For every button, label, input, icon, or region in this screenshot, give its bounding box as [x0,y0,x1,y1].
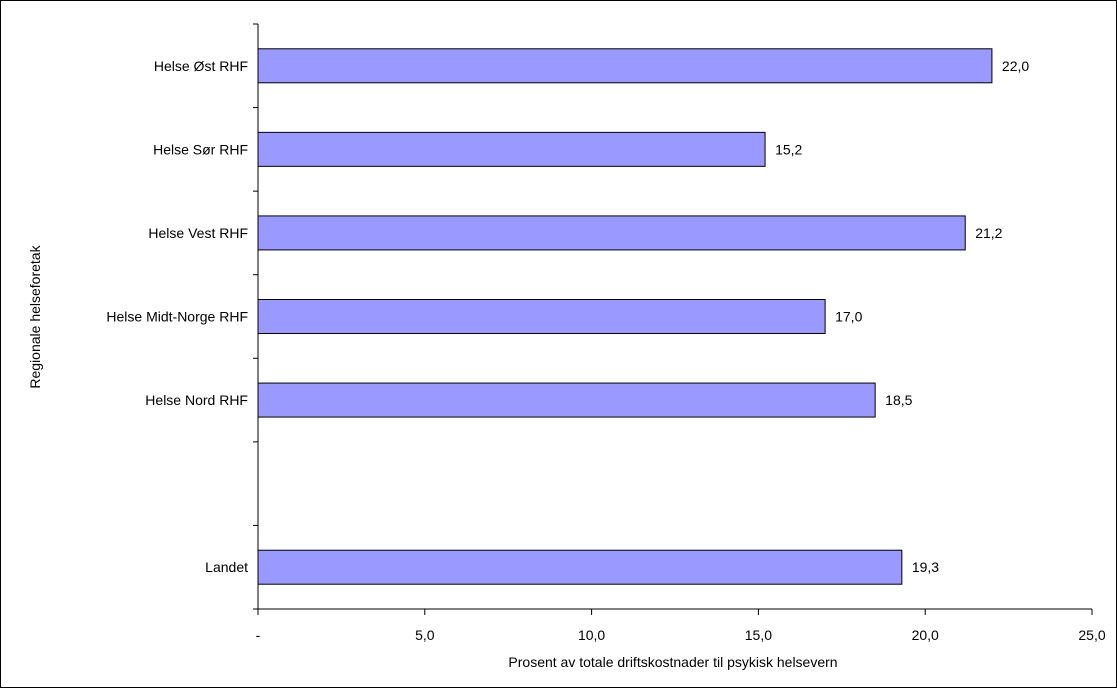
bar [257,299,826,334]
data-label: 15,2 [775,141,802,157]
x-axis-title: Prosent av totale driftskostnader til ps… [508,654,837,670]
category-label: Helse Sør RHF [153,141,248,157]
x-tick-label: 20,0 [912,627,939,643]
data-label: 17,0 [835,309,862,325]
category-label: Helse Vest RHF [148,225,248,241]
x-tick-label: 10,0 [578,627,605,643]
labels: - 5,0 10,0 15,0 20,0 25,0 Helse Øst RHF 22,0 Hel… [106,58,1105,643]
x-tick-label: - [256,627,261,643]
category-label: Helse Øst RHF [154,58,248,74]
data-label: 18,5 [885,392,912,408]
bars [257,48,993,585]
bar [257,48,993,84]
x-tick-label: 25,0 [1078,627,1105,643]
bar [257,382,876,418]
bar [257,549,903,585]
x-tick-label: 15,0 [745,627,772,643]
x-tick-label: 5,0 [415,627,435,643]
data-label: 21,2 [975,225,1002,241]
data-label: 22,0 [1002,58,1029,74]
y-axis-title: Regionale helseforetak [27,244,43,388]
category-label: Landet [205,559,248,575]
category-label: Helse Nord RHF [145,392,248,408]
category-label: Helse Midt-Norge RHF [106,309,248,325]
bar [257,131,766,167]
bar [257,215,966,251]
data-label: 19,3 [912,559,939,575]
